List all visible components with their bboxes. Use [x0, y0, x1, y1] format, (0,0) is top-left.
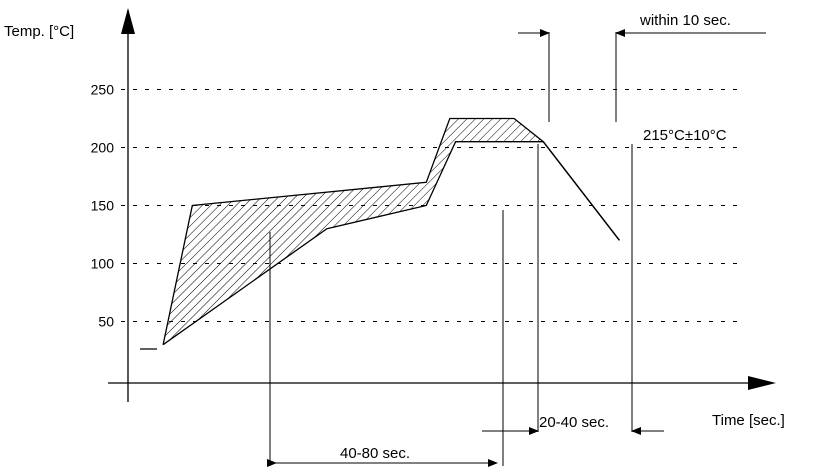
lower-limit-line — [162, 141, 620, 346]
y-tick-label: 250 — [91, 82, 115, 98]
x-axis-arrow — [748, 376, 776, 390]
y-tick-label: 50 — [98, 314, 114, 330]
reflow-time-label: 20-40 sec. — [539, 414, 609, 431]
peak-temperature-label: 215°C±10°C — [643, 127, 727, 144]
grid-lines — [121, 89, 742, 323]
dimension-lines — [267, 29, 766, 467]
y-tick-label: 200 — [91, 140, 115, 156]
within-10-sec-label: within 10 sec. — [639, 12, 731, 29]
y-tick-label: 100 — [91, 256, 115, 272]
y-axis-arrow — [121, 8, 135, 34]
y-axis-title: Temp. [°C] — [4, 23, 74, 40]
x-axis-title: Time [sec.] — [712, 412, 785, 429]
preheat-time-label: 40-80 sec. — [340, 445, 410, 462]
y-tick-labels: 250 200 150 100 50 — [91, 82, 115, 330]
y-tick-label: 150 — [91, 198, 115, 214]
tolerance-band — [163, 118, 544, 345]
